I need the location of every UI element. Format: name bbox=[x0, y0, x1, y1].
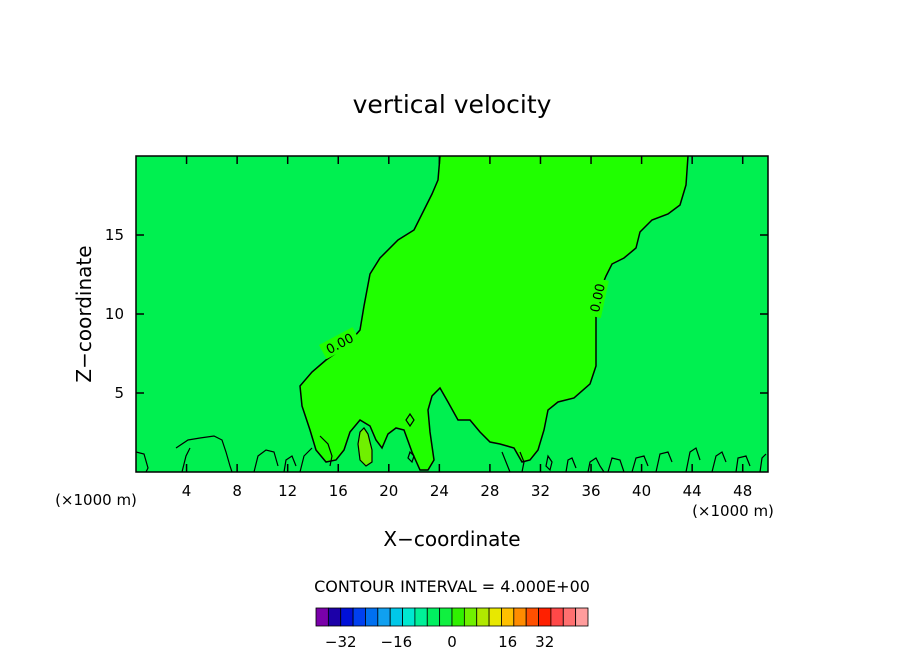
colorbar-swatch bbox=[451, 607, 465, 627]
colorbar-swatch bbox=[538, 607, 552, 627]
y-tick-label: 10 bbox=[105, 305, 124, 323]
lighter-cell bbox=[357, 427, 373, 467]
colorbar-tick-label: 32 bbox=[535, 633, 554, 651]
y-tick-label: 15 bbox=[105, 226, 124, 244]
contour-label-zero-right: 0.00 bbox=[585, 277, 609, 319]
x-tick-label: 8 bbox=[232, 482, 242, 500]
x-axis-title: X−coordinate bbox=[383, 527, 520, 551]
colorbar-swatch bbox=[463, 607, 478, 627]
colorbar-swatch bbox=[550, 607, 564, 627]
colorbar-swatch bbox=[439, 607, 453, 627]
colorbar-tick-label: 16 bbox=[498, 633, 517, 651]
colorbar-swatch bbox=[488, 607, 502, 627]
chart-title: vertical velocity bbox=[353, 90, 552, 119]
colorbar-tick-label: −16 bbox=[381, 633, 413, 651]
x-tick-label: 44 bbox=[683, 482, 702, 500]
x-tick-label: 16 bbox=[329, 482, 348, 500]
colorbar-tick-label: −32 bbox=[325, 633, 357, 651]
y-axis: 5 10 15 bbox=[105, 226, 768, 402]
colorbar-swatch bbox=[501, 607, 515, 627]
x-tick-label: 28 bbox=[480, 482, 499, 500]
colorbar-swatch bbox=[562, 607, 577, 627]
plot-area: 0.00 0.00 bbox=[135, 155, 769, 473]
x-tick-label: 40 bbox=[632, 482, 651, 500]
x-tick-label: 20 bbox=[379, 482, 398, 500]
x-tick-label: 36 bbox=[581, 482, 600, 500]
colorbar-swatch bbox=[402, 607, 416, 627]
colorbar-swatch bbox=[389, 607, 403, 627]
x-tick-label: 48 bbox=[733, 482, 752, 500]
colorbar-swatch bbox=[365, 607, 379, 627]
y-axis-title: Z−coordinate bbox=[72, 245, 96, 382]
colorbar-swatch bbox=[426, 607, 441, 627]
colorbar-swatch bbox=[513, 607, 527, 627]
colorbar-swatch bbox=[315, 607, 329, 627]
surface-contour-lines bbox=[135, 412, 767, 473]
contour-interval-label: CONTOUR INTERVAL = 4.000E+00 bbox=[314, 577, 590, 596]
x-tick-label: 24 bbox=[430, 482, 449, 500]
x-axis: 4 8 12 16 20 24 28 32 36 40 44 48 bbox=[182, 156, 752, 500]
colorbar-swatch bbox=[340, 607, 354, 627]
colorbar-tick-label: 0 bbox=[447, 633, 457, 651]
colorbar-swatch bbox=[476, 607, 490, 627]
colorbar-swatch bbox=[575, 607, 589, 627]
colorbar-swatch bbox=[377, 607, 391, 627]
y-tick-label: 5 bbox=[114, 384, 124, 402]
x-tick-label: 4 bbox=[182, 482, 192, 500]
x-tick-label: 32 bbox=[531, 482, 550, 500]
colorbar-swatch bbox=[352, 607, 366, 627]
x-unit-right: (×1000 m) bbox=[692, 502, 774, 520]
contour-label-text: 0.00 bbox=[588, 282, 609, 313]
updraft-region bbox=[300, 156, 688, 470]
colorbar: −32 −16 0 16 32 bbox=[315, 607, 589, 651]
x-tick-label: 12 bbox=[278, 482, 297, 500]
x-unit-left: (×1000 m) bbox=[55, 491, 137, 509]
colorbar-swatch bbox=[525, 607, 539, 627]
colorbar-swatch bbox=[414, 607, 428, 627]
colorbar-swatch bbox=[327, 607, 342, 627]
